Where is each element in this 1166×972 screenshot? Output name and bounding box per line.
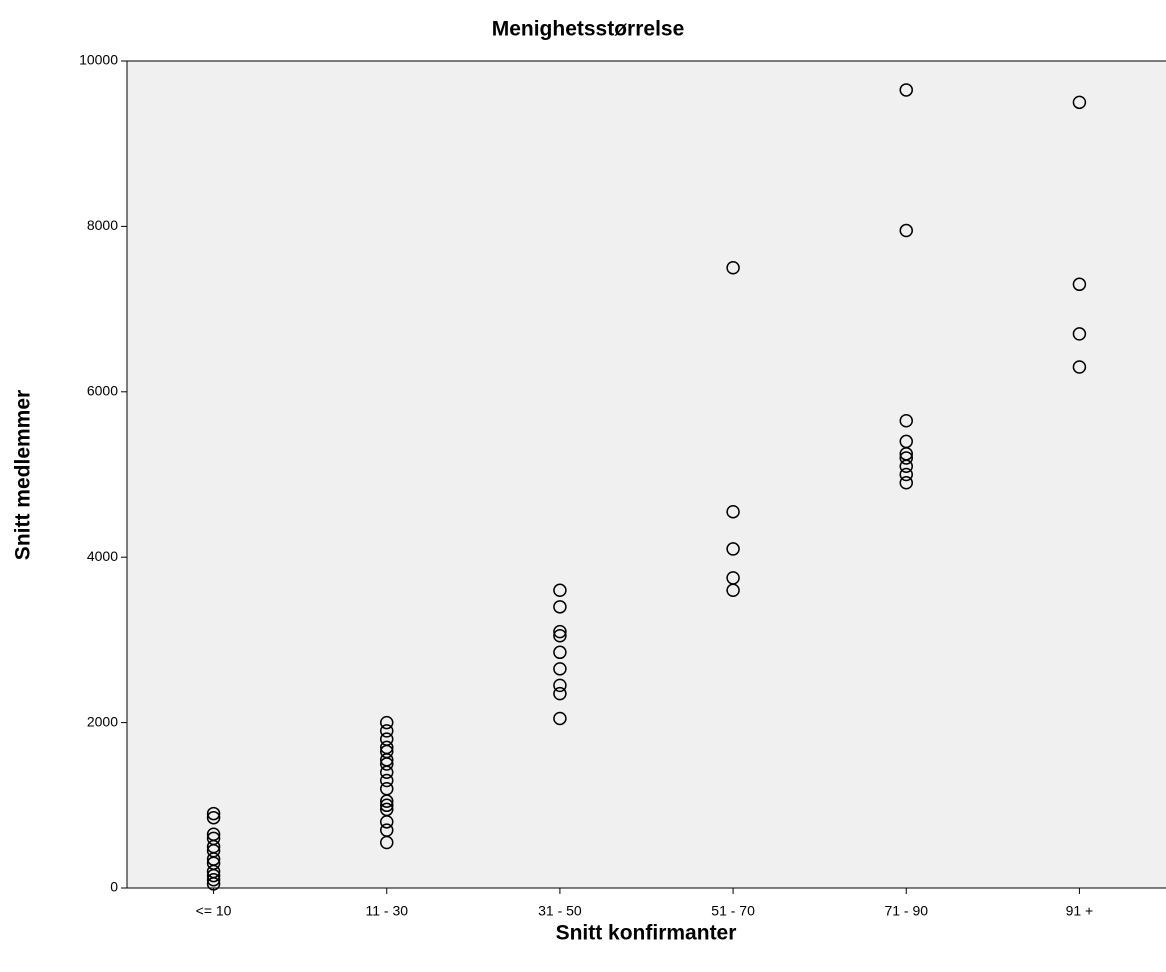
point: [553, 624, 567, 639]
point: [206, 877, 221, 891]
point: [553, 686, 567, 701]
x-axis-title: Snitt konfirmanter: [556, 922, 737, 945]
point: [380, 835, 394, 850]
point: [206, 810, 221, 825]
point: [899, 467, 913, 482]
x-tick-label: 51 - 70: [711, 903, 755, 919]
point: [899, 223, 913, 238]
point: [553, 600, 567, 614]
point: [380, 765, 394, 779]
point: [553, 711, 567, 726]
y-tick-label: 4000: [87, 548, 118, 564]
y-tick-label: 6000: [87, 383, 118, 399]
x-tick-label: 71 - 90: [884, 903, 928, 919]
point: [1072, 360, 1087, 374]
point: [380, 724, 394, 738]
point: [553, 678, 567, 693]
point: [1072, 95, 1087, 110]
point: [553, 583, 567, 598]
point: [726, 583, 740, 598]
point: [206, 872, 221, 887]
y-tick-label: 0: [110, 879, 118, 895]
point: [206, 806, 221, 821]
y-tick-label: 10000: [79, 52, 118, 68]
point: [899, 83, 913, 97]
point: [726, 261, 740, 275]
plot-area: [127, 61, 1166, 888]
point: [553, 662, 567, 676]
point: [553, 629, 567, 643]
x-tick-label: 11 - 30: [365, 903, 408, 919]
point: [553, 645, 567, 660]
y-axis-title: Snitt medlemmer: [12, 390, 35, 560]
point: [899, 476, 913, 490]
point: [726, 542, 740, 556]
point: [206, 868, 221, 883]
point: [726, 504, 740, 519]
point: [1072, 277, 1087, 292]
point: [380, 773, 394, 788]
y-tick-label: 2000: [87, 713, 118, 729]
x-tick-label: 91 +: [1066, 903, 1094, 919]
y-tick-label: 8000: [87, 217, 118, 233]
point: [380, 757, 394, 771]
point: [899, 459, 913, 473]
x-tick-label: 31 - 50: [538, 903, 582, 919]
point: [380, 715, 394, 730]
point: [899, 451, 913, 465]
point: [380, 798, 394, 813]
point: [1072, 327, 1087, 341]
point: [899, 413, 913, 428]
chart-title: Menighetsstørrelse: [492, 18, 685, 41]
x-tick-label: <= 10: [196, 903, 232, 919]
point: [380, 815, 394, 829]
point: [380, 794, 394, 808]
